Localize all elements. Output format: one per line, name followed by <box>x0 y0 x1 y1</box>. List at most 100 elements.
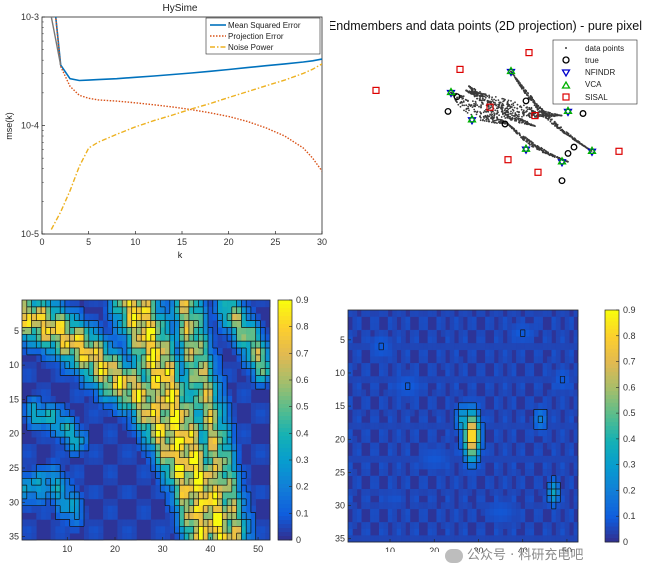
heatmap-cell <box>498 522 504 530</box>
heatmap-cell <box>449 402 455 410</box>
data-point <box>496 109 499 112</box>
heatmap-cell <box>560 363 566 370</box>
data-point <box>511 126 514 129</box>
heatmap-cell <box>502 382 508 390</box>
heatmap-cell <box>222 416 228 424</box>
heatmap-cell <box>485 409 490 417</box>
heatmap-cell <box>440 469 446 477</box>
heatmap-cell <box>392 522 397 530</box>
heatmap-cell <box>551 475 557 483</box>
heatmap-cell <box>440 455 446 463</box>
heatmap-cell <box>511 363 517 370</box>
heatmap-cell <box>516 356 521 364</box>
heatmap-cell <box>107 389 113 397</box>
heatmap-cell <box>36 389 42 397</box>
heatmap-cell <box>155 300 161 308</box>
heatmap-cell <box>361 522 366 530</box>
heatmap-cell <box>26 348 32 356</box>
heatmap-cell <box>69 375 75 383</box>
heatmap-cell <box>265 382 271 390</box>
heatmap-cell <box>418 535 424 543</box>
heatmap-cell <box>255 361 261 369</box>
heatmap-cell <box>222 430 228 438</box>
heatmap-cell <box>131 354 137 363</box>
heatmap-cell <box>112 306 118 315</box>
heatmap-cell <box>485 442 490 450</box>
heatmap-cell <box>93 485 99 493</box>
heatmap-cell <box>193 396 199 404</box>
heatmap-cell <box>227 444 233 452</box>
heatmap-cell <box>547 369 552 377</box>
heatmap-cell <box>480 429 486 437</box>
heatmap-cell <box>203 354 209 363</box>
heatmap-cell <box>107 313 113 321</box>
heatmap-cell <box>141 334 147 342</box>
heatmap-cell <box>352 382 358 390</box>
heatmap-cell <box>476 402 481 410</box>
heatmap-cell <box>370 422 375 430</box>
heatmap-cell <box>179 300 185 308</box>
endmembers-legend: data points true NFINDR VCA SISAL <box>552 39 638 105</box>
heatmap-cell <box>573 396 579 404</box>
heatmap-cell <box>31 519 37 527</box>
heatmap-cell <box>463 528 468 536</box>
heatmap-cell <box>352 508 358 516</box>
heatmap-cell <box>160 430 166 438</box>
heatmap-cell <box>449 522 455 530</box>
heatmap-cell <box>184 478 190 486</box>
heatmap-cell <box>418 343 424 351</box>
data-point <box>519 105 521 108</box>
heatmap-cell <box>208 492 214 500</box>
heatmap-cell <box>396 522 402 530</box>
data-point <box>473 95 476 98</box>
heatmap-cell <box>458 396 464 404</box>
heatmap-cell <box>60 430 66 438</box>
data-point <box>559 114 561 117</box>
data-point <box>466 112 469 114</box>
heatmap-cell <box>231 478 237 486</box>
heatmap-cell <box>551 449 557 457</box>
heatmap-cell <box>131 396 137 404</box>
heatmap-cell <box>141 505 147 513</box>
heatmap-cell <box>236 512 242 520</box>
heatmap-cell <box>146 348 152 356</box>
heatmap-cell <box>165 444 171 452</box>
heatmap-cell <box>169 368 175 376</box>
data-point <box>549 119 552 121</box>
heatmap-cell <box>107 430 113 438</box>
heatmap-cell <box>454 442 459 450</box>
data-point <box>511 112 514 114</box>
heatmap-cell <box>507 469 512 477</box>
heatmap-cell <box>150 430 156 438</box>
heatmap-cell <box>401 356 406 364</box>
heatmap-cell <box>449 488 455 496</box>
heatmap-cell <box>126 519 132 527</box>
heatmap-cell <box>255 354 261 363</box>
heatmap-cell <box>401 528 406 536</box>
heatmap-cell <box>126 306 132 315</box>
data-point <box>488 107 490 110</box>
heatmap-cell <box>401 389 406 397</box>
heatmap-cell <box>409 396 415 404</box>
heatmap-cell <box>45 416 51 424</box>
heatmap-cell <box>188 354 194 363</box>
heatmap-cell <box>493 396 499 404</box>
heatmap-cell <box>217 450 223 459</box>
heatmap-cell <box>79 327 85 335</box>
heatmap-cell <box>84 348 90 356</box>
heatmap-cell <box>155 533 161 541</box>
heatmap-cell <box>26 300 32 308</box>
heatmap-cell <box>155 450 161 459</box>
heatmap-cell <box>193 457 199 465</box>
heatmap-cell <box>41 327 47 335</box>
heatmap-cell <box>524 329 530 337</box>
heatmap-cell <box>529 462 535 470</box>
heatmap-cell <box>493 495 499 503</box>
heatmap-cell <box>533 475 539 483</box>
heatmap-cell <box>547 528 552 536</box>
heatmap-cell <box>150 444 156 452</box>
heatmap-cell <box>222 526 228 534</box>
heatmap-cell <box>103 375 109 383</box>
heatmap-cell <box>41 423 47 431</box>
data-point <box>565 131 568 134</box>
